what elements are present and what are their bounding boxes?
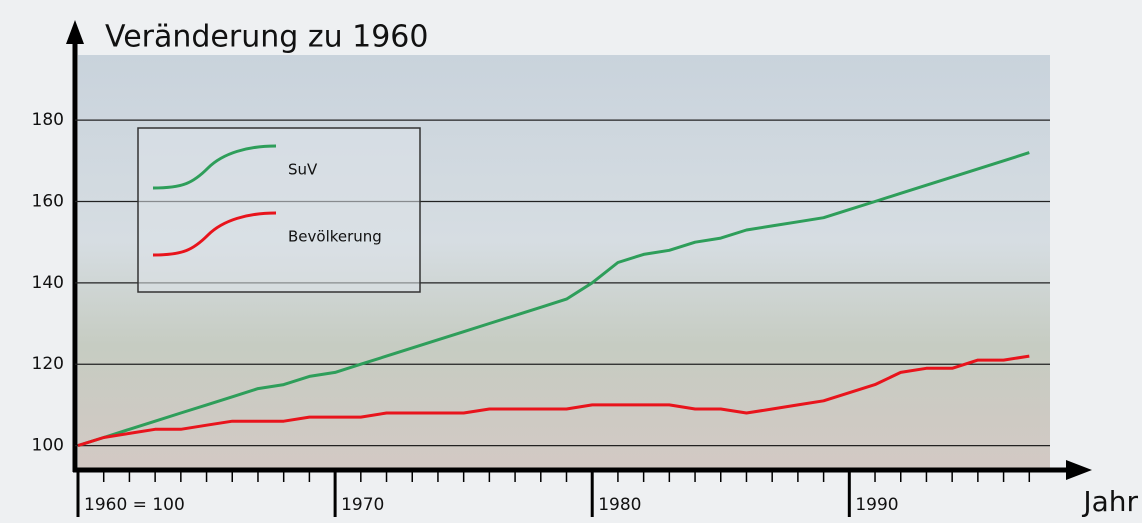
y-axis-arrow [66, 20, 84, 44]
x-tick-label: 1990 [855, 495, 898, 515]
y-tick-label: 140 [32, 273, 64, 293]
x-tick-label: 1970 [341, 495, 384, 515]
legend-label: SuV [288, 161, 318, 179]
y-tick-label: 120 [32, 354, 64, 374]
y-tick-label: 160 [32, 191, 64, 211]
legend-swatch [152, 144, 277, 190]
series-line [77, 151, 1030, 448]
x-tick-label: 1980 [598, 495, 641, 515]
x-axis-label: Jahr [1081, 485, 1138, 518]
chart-title: Veränderung zu 1960 [105, 20, 428, 55]
legend-swatch [152, 211, 277, 257]
legend-label: Bevölkerung [288, 228, 382, 246]
y-tick-label: 100 [32, 436, 64, 456]
y-tick-label: 180 [32, 110, 64, 130]
legend-box [137, 127, 421, 293]
x-tick-label: 1960 = 100 [84, 495, 185, 515]
series-line [77, 354, 1030, 448]
x-axis-arrow [1066, 460, 1092, 480]
